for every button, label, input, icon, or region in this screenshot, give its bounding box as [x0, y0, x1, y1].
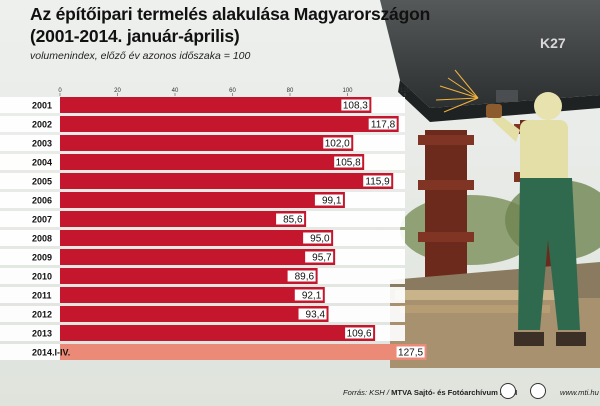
bar [60, 135, 354, 151]
bar [60, 192, 345, 208]
value-label: 92,1 [302, 291, 322, 302]
category-label: 2013 [32, 328, 52, 338]
mti-logo-icon [530, 383, 546, 399]
category-label: 2006 [32, 195, 52, 205]
source-agency: MTVA Sajtó- és Fotóarchívum / MTI [391, 388, 518, 397]
bar [60, 306, 329, 322]
category-label: 2005 [32, 176, 52, 186]
value-label: 102,0 [325, 139, 350, 150]
bar [60, 116, 399, 132]
chart-subtitle: volumenindex, előző év azonos időszaka =… [30, 50, 251, 62]
page-title: Az építőipari termelés alakulása Magyaro… [30, 4, 431, 24]
value-label: 89,6 [295, 272, 315, 283]
value-label: 108,3 [343, 101, 368, 112]
value-label: 99,1 [322, 196, 342, 207]
value-label: 95,7 [312, 253, 332, 264]
value-label-box [305, 251, 334, 263]
bar [60, 268, 318, 284]
value-label-box [303, 232, 332, 244]
x-tick-label: 0 [58, 88, 62, 94]
x-tick-label: 40 [172, 88, 179, 94]
value-label-box [294, 289, 323, 301]
bar [60, 325, 376, 341]
category-label: 2007 [32, 214, 52, 224]
category-label: 2001 [32, 100, 52, 110]
value-label: 127,5 [398, 348, 423, 359]
category-label: 2009 [32, 252, 52, 262]
page-title-line2: (2001-2014. január-április) [30, 26, 240, 46]
value-label-box [287, 270, 316, 282]
value-label: 93,4 [306, 310, 326, 321]
bar [60, 154, 365, 170]
bar [60, 287, 325, 303]
bar [60, 230, 334, 246]
category-label: 2012 [32, 309, 52, 319]
value-label-box [396, 346, 425, 358]
value-label: 85,6 [283, 215, 303, 226]
bar [60, 211, 307, 227]
value-label-box [276, 213, 305, 225]
source-prefix: Forrás: KSH / [343, 388, 392, 397]
value-label-box [363, 175, 392, 187]
category-label: 2010 [32, 271, 52, 281]
value-label-box [314, 194, 343, 206]
category-label: 2004 [32, 157, 52, 167]
mtva-logo-icon [500, 383, 516, 399]
category-label: 2003 [32, 138, 52, 148]
bar [60, 249, 336, 265]
value-label: 105,8 [336, 158, 361, 169]
svg-text:K27: K27 [540, 35, 566, 51]
x-tick-label: 60 [229, 88, 236, 94]
value-label: 115,9 [365, 177, 390, 188]
value-label-box [341, 99, 370, 111]
bar [60, 344, 427, 360]
x-axis-ticks: 0 20 40 60 80 100 120 [58, 88, 411, 96]
category-labels: 2001 2002 2003 2004 2005 2006 2007 2008 2009 2010… [32, 100, 70, 357]
footer: Forrás: KSH / MTVA Sajtó- és Fotóarchívu… [0, 378, 600, 406]
bar [60, 173, 394, 189]
x-tick-label: 20 [114, 88, 121, 94]
x-tick-label: 100 [342, 88, 353, 94]
value-label: 95,0 [310, 234, 330, 245]
source-credit: Forrás: KSH / MTVA Sajtó- és Fotóarchívu… [343, 388, 517, 397]
x-tick-label: 80 [287, 88, 294, 94]
value-label-box [334, 156, 363, 168]
x-tick-label: 120 [400, 88, 411, 94]
bars [60, 97, 427, 360]
category-label: 2014.I-IV. [32, 347, 70, 357]
bar [60, 97, 372, 113]
category-label: 2002 [32, 119, 52, 129]
category-label: 2008 [32, 233, 52, 243]
category-label: 2011 [32, 290, 52, 300]
value-label: 117,8 [371, 120, 396, 131]
value-label-box [323, 137, 352, 149]
value-label-box [345, 327, 374, 339]
website-link[interactable]: www.mti.hu [560, 388, 599, 397]
value-label-box [368, 118, 397, 130]
value-label-box [298, 308, 327, 320]
value-label: 109,6 [347, 329, 372, 340]
